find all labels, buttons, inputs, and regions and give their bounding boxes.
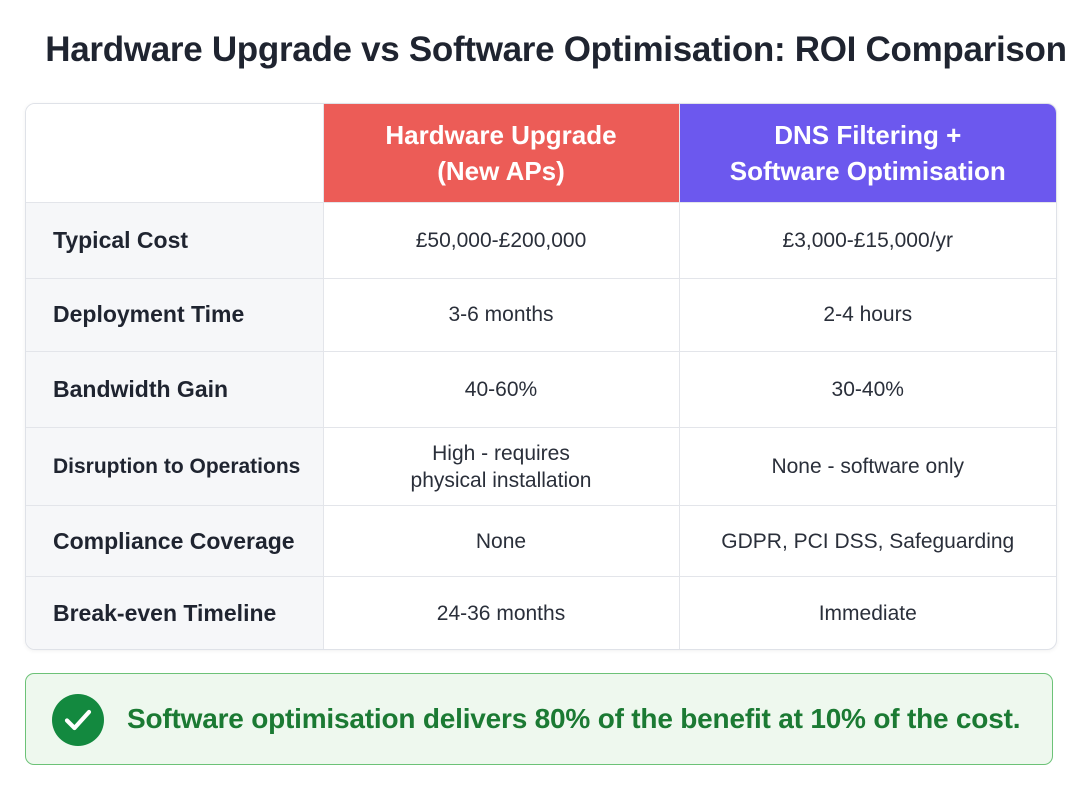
row-label: Bandwidth Gain <box>26 350 324 428</box>
row-label: Disruption to Operations <box>26 426 324 507</box>
hardware-cell: 24-36 months <box>322 576 680 649</box>
hardware-cell-text: High - requires <box>432 441 570 465</box>
header-corner <box>26 104 324 203</box>
comparison-table: Hardware Upgrade (New APs) DNS Filtering… <box>25 103 1057 650</box>
table-row-deployment-time: Deployment Time 3-6 months 2-4 hours <box>26 277 1056 352</box>
checkmark-icon <box>64 709 92 731</box>
software-cell-text: 30-40% <box>831 377 904 401</box>
table-row-typical-cost: Typical Cost £50,000-£200,000 £3,000-£15… <box>26 201 1056 279</box>
hardware-cell: 3-6 months <box>322 277 680 352</box>
page-title: Hardware Upgrade vs Software Optimisatio… <box>45 30 1067 69</box>
row-label: Compliance Coverage <box>26 505 324 578</box>
hardware-header-line2: (New APs) <box>437 155 565 186</box>
table-row-bandwidth-gain: Bandwidth Gain 40-60% 30-40% <box>26 350 1056 428</box>
check-circle-icon <box>52 694 104 746</box>
summary-callout: Software optimisation delivers 80% of th… <box>25 673 1053 765</box>
software-header-line2: Software Optimisation <box>729 155 1006 186</box>
hardware-cell: 40-60% <box>322 350 680 428</box>
table-row-disruption: Disruption to Operations High - requires… <box>26 426 1056 507</box>
hardware-header-line1: Hardware Upgrade <box>385 119 617 150</box>
hardware-column-header: Hardware Upgrade (New APs) <box>322 104 680 203</box>
software-cell: GDPR, PCI DSS, Safeguarding <box>678 505 1056 578</box>
hardware-cell-text: 40-60% <box>464 377 538 401</box>
table-row-break-even: Break-even Timeline 24-36 months Immedia… <box>26 576 1056 649</box>
hardware-cell-text: 24-36 months <box>436 601 566 625</box>
software-cell-text: Immediate <box>818 601 917 625</box>
hardware-cell: High - requires physical installation <box>322 426 680 507</box>
software-column-header: DNS Filtering + Software Optimisation <box>678 104 1056 203</box>
hardware-cell-text: £50,000-£200,000 <box>415 228 587 252</box>
software-cell-text: £3,000-£15,000/yr <box>782 228 953 252</box>
callout-text: Software optimisation delivers 80% of th… <box>127 703 1021 734</box>
software-cell: Immediate <box>678 576 1056 649</box>
software-cell-text: GDPR, PCI DSS, Safeguarding <box>721 529 1015 553</box>
software-cell: 2-4 hours <box>678 277 1056 352</box>
hardware-cell: None <box>322 505 680 578</box>
software-cell: £3,000-£15,000/yr <box>678 201 1056 279</box>
hardware-cell-text: physical installation <box>410 468 592 492</box>
row-label: Break-even Timeline <box>26 576 324 649</box>
software-cell: None - software only <box>678 426 1056 507</box>
row-label: Typical Cost <box>26 201 324 279</box>
table-row-compliance: Compliance Coverage None GDPR, PCI DSS, … <box>26 505 1056 578</box>
hardware-cell: £50,000-£200,000 <box>322 201 680 279</box>
row-label: Deployment Time <box>26 277 324 352</box>
comparison-grid: Hardware Upgrade (New APs) DNS Filtering… <box>26 104 1056 649</box>
software-cell-text: 2-4 hours <box>823 303 913 327</box>
software-cell-text: None - software only <box>771 455 965 479</box>
hardware-cell-text: None <box>475 529 527 553</box>
header-row: Hardware Upgrade (New APs) DNS Filtering… <box>26 104 1056 203</box>
software-header-line1: DNS Filtering + <box>774 119 962 150</box>
software-cell: 30-40% <box>678 350 1056 428</box>
hardware-cell-text: 3-6 months <box>448 303 554 327</box>
